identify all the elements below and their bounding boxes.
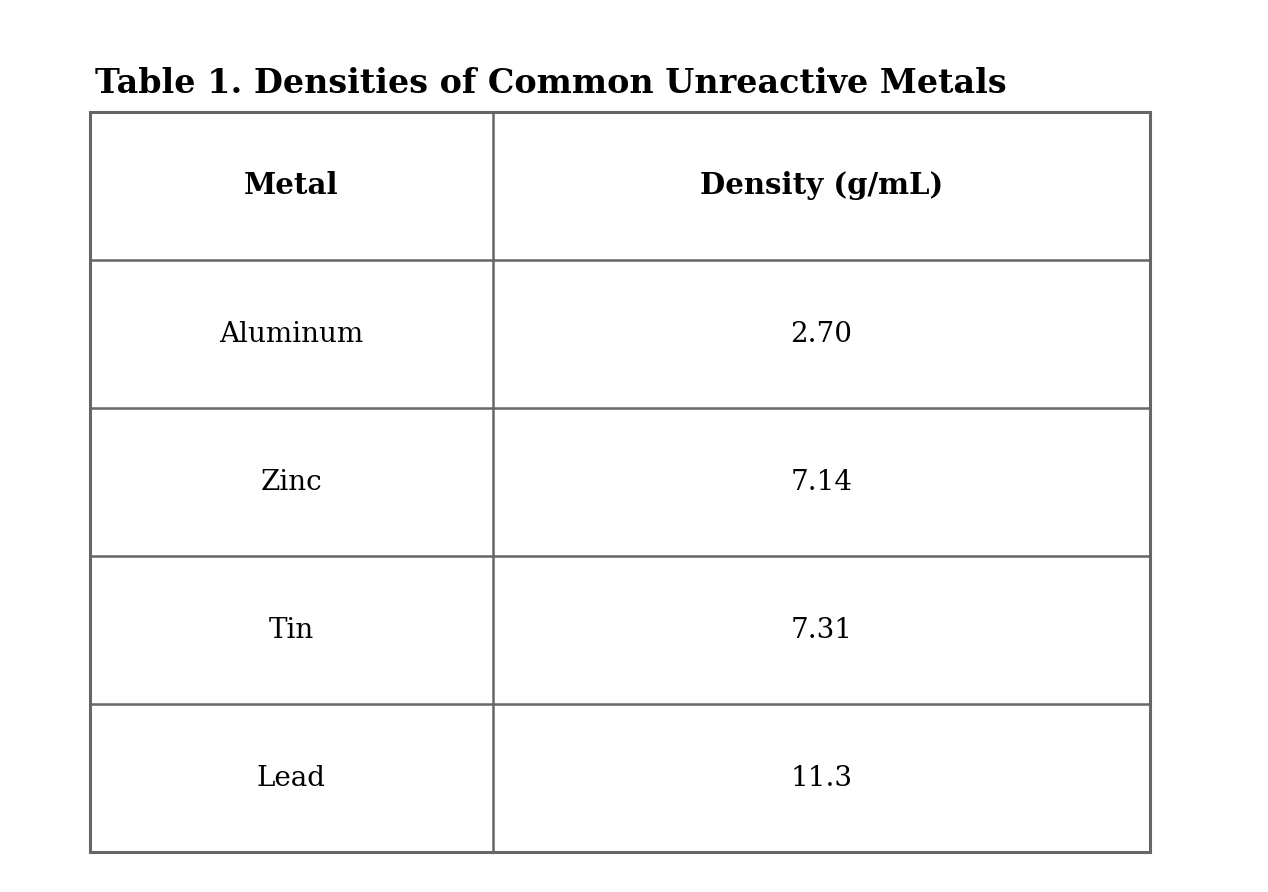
Text: Tin: Tin bbox=[269, 616, 314, 643]
Text: 7.31: 7.31 bbox=[790, 616, 852, 643]
Text: Zinc: Zinc bbox=[261, 468, 322, 495]
Text: Aluminum: Aluminum bbox=[219, 320, 364, 348]
Text: Lead: Lead bbox=[257, 764, 326, 791]
Bar bbox=[90, 112, 1150, 852]
Text: 11.3: 11.3 bbox=[790, 764, 852, 791]
Text: 7.14: 7.14 bbox=[790, 468, 852, 495]
Text: 2.70: 2.70 bbox=[790, 320, 852, 348]
Text: Density (g/mL): Density (g/mL) bbox=[700, 171, 943, 201]
Text: Metal: Metal bbox=[243, 171, 339, 201]
Text: Table 1. Densities of Common Unreactive Metals: Table 1. Densities of Common Unreactive … bbox=[95, 67, 1007, 100]
